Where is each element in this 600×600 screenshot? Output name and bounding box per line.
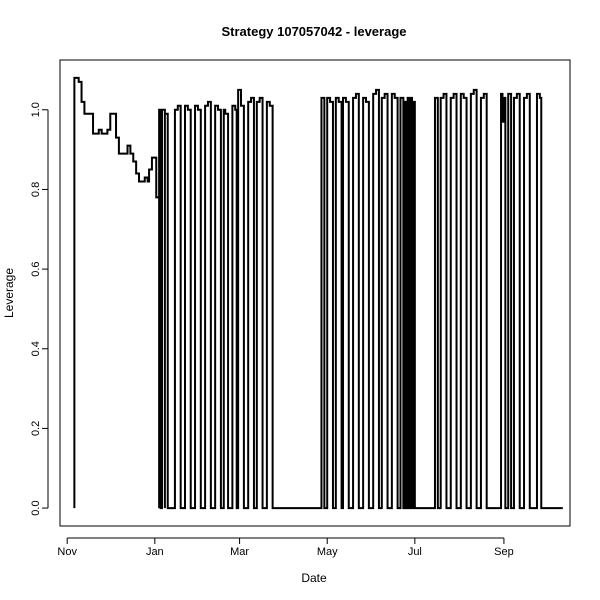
y-tick-label: 0.0 [30, 500, 42, 515]
y-tick-label: 0.8 [30, 182, 42, 197]
plot-frame [59, 59, 571, 527]
x-axis: Nov Jan Mar May Jul Sep [57, 537, 514, 558]
y-tick-label: 0.2 [30, 421, 42, 436]
series-layer [73, 76, 563, 510]
y-tick-label: 0.6 [30, 261, 42, 276]
y-tick-label: 0.4 [30, 341, 42, 356]
x-tick-label: Sep [494, 546, 514, 558]
x-axis-label: Date [301, 571, 327, 585]
x-tick-label: Nov [57, 546, 77, 558]
x-tick-label: May [317, 546, 338, 558]
y-axis: 0.0 0.2 0.4 0.6 0.8 1.0 [30, 102, 49, 516]
series-line-0 [73, 76, 563, 510]
x-tick-label: Jan [146, 546, 164, 558]
x-tick-label: Jul [408, 546, 422, 558]
chart-title: Strategy 107057042 - leverage [221, 24, 406, 39]
y-axis-label: Leverage [2, 268, 16, 318]
x-tick-label: Mar [230, 546, 249, 558]
y-tick-label: 1.0 [30, 102, 42, 117]
